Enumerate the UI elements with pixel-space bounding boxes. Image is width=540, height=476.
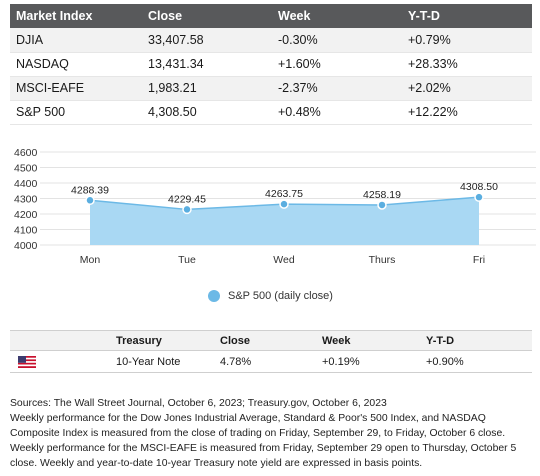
data-label: 4229.45 <box>168 193 206 205</box>
header-ytd: Y-T-D <box>420 330 532 351</box>
header-week: Week <box>272 4 402 28</box>
index-close: 4,308.50 <box>142 100 272 125</box>
index-name: S&P 500 <box>10 100 142 125</box>
sp500-area-chart: 4000 4100 4200 4300 4400 4500 4600 4288.39 Mon 42… <box>14 147 536 266</box>
header-treasury: Treasury <box>110 330 214 351</box>
data-label: 4263.75 <box>265 188 303 200</box>
data-point <box>182 204 192 215</box>
index-week: -2.37% <box>272 76 402 101</box>
index-close: 13,431.34 <box>142 52 272 77</box>
index-close: 1,983.21 <box>142 76 272 101</box>
table-row: S&P 500 4,308.50 +0.48% +12.22% <box>10 100 532 125</box>
x-tick-label: Mon <box>80 254 101 266</box>
data-label: 4308.50 <box>460 181 498 193</box>
footnote-text: Weekly performance for the Dow Jones Ind… <box>10 413 506 439</box>
footnotes: Sources: The Wall Street Journal, Octobe… <box>10 396 536 471</box>
x-tick-label: Fri <box>473 254 485 266</box>
y-tick-label: 4400 <box>14 178 38 190</box>
index-week: +1.60% <box>272 52 402 77</box>
data-label: 4258.19 <box>363 189 401 201</box>
us-flag-icon <box>18 355 36 368</box>
sources-text: Sources: The Wall Street Journal, Octobe… <box>10 398 387 409</box>
market-index-table: Market Index Close Week Y-T-D DJIA 33,40… <box>10 4 532 125</box>
flag-cell <box>10 350 110 373</box>
treasury-table-header: Treasury Close Week Y-T-D <box>10 330 532 351</box>
data-label: 4288.39 <box>71 184 109 196</box>
data-point <box>474 192 484 202</box>
index-week: -0.30% <box>272 28 402 53</box>
header-close: Close <box>142 4 272 28</box>
chart-legend: S&P 500 (daily close) <box>208 289 333 303</box>
header-market-index: Market Index <box>10 4 142 28</box>
treasury-name: 10-Year Note <box>110 350 214 373</box>
index-ytd: +2.02% <box>402 76 532 101</box>
data-point <box>85 195 95 206</box>
table-row: DJIA 33,407.58 -0.30% +0.79% <box>10 28 532 53</box>
treasury-week: +0.19% <box>316 350 420 373</box>
y-tick-label: 4500 <box>14 163 38 175</box>
x-tick-label: Thurs <box>369 254 396 266</box>
header-flag <box>10 330 110 351</box>
y-tick-label: 4100 <box>14 225 38 237</box>
index-name: MSCI-EAFE <box>10 76 142 101</box>
y-tick-label: 4600 <box>14 147 38 159</box>
footnote-text: Weekly performance for the MSCI-EAFE is … <box>10 443 517 469</box>
index-ytd: +0.79% <box>402 28 532 53</box>
header-ytd: Y-T-D <box>402 4 532 28</box>
table-row: NASDAQ 13,431.34 +1.60% +28.33% <box>10 52 532 77</box>
index-close: 33,407.58 <box>142 28 272 53</box>
index-ytd: +28.33% <box>402 52 532 77</box>
index-name: NASDAQ <box>10 52 142 77</box>
index-name: DJIA <box>10 28 142 53</box>
y-tick-label: 4000 <box>14 240 38 252</box>
legend-label: S&P 500 (daily close) <box>228 290 333 302</box>
index-week: +0.48% <box>272 100 402 125</box>
header-close: Close <box>214 330 316 351</box>
treasury-table: Treasury Close Week Y-T-D 10-Year Note 4… <box>10 330 532 373</box>
table-row: MSCI-EAFE 1,983.21 -2.37% +2.02% <box>10 76 532 101</box>
header-week: Week <box>316 330 420 351</box>
treasury-ytd: +0.90% <box>420 350 532 373</box>
table-row: 10-Year Note 4.78% +0.19% +0.90% <box>10 350 532 373</box>
y-tick-label: 4200 <box>14 209 38 221</box>
legend-swatch <box>208 290 220 302</box>
treasury-close: 4.78% <box>214 350 316 373</box>
x-tick-label: Tue <box>178 254 196 266</box>
data-point <box>377 200 387 210</box>
x-tick-label: Wed <box>273 254 295 266</box>
data-point <box>279 199 289 209</box>
index-ytd: +12.22% <box>402 100 532 125</box>
market-table-header: Market Index Close Week Y-T-D <box>10 4 532 28</box>
y-tick-label: 4300 <box>14 194 38 206</box>
